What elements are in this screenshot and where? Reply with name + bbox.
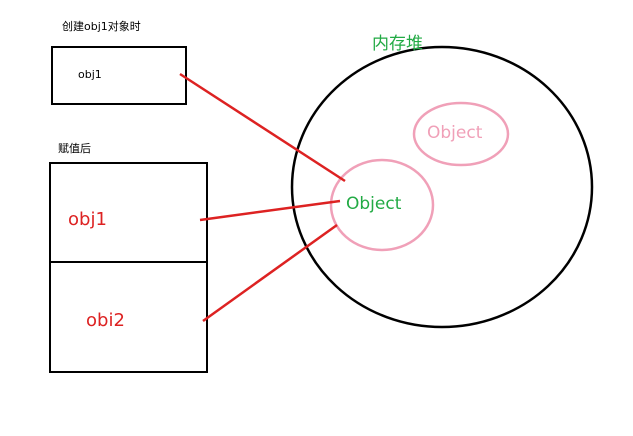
object-secondary-ellipse [412,101,510,167]
heap-title: 内存堆 [372,34,423,54]
pointer-obj1-before [179,72,346,183]
var-obj1-before: obj1 [78,68,102,81]
heap-ellipse [290,45,594,329]
object-secondary-label: Object [427,123,483,143]
pointer-obj1-after [199,199,341,222]
caption-create: 创建obj1对象时 [62,20,141,33]
pointer-obj2-after [202,223,338,323]
before-box [51,46,187,105]
var-obj2-after: obi2 [86,310,125,331]
var-obj1-after: obj1 [68,209,107,230]
caption-assign: 赋值后 [58,142,91,155]
object-main-ellipse [329,158,435,252]
object-main-label: Object [346,194,402,214]
after-box-bottom [49,261,208,373]
